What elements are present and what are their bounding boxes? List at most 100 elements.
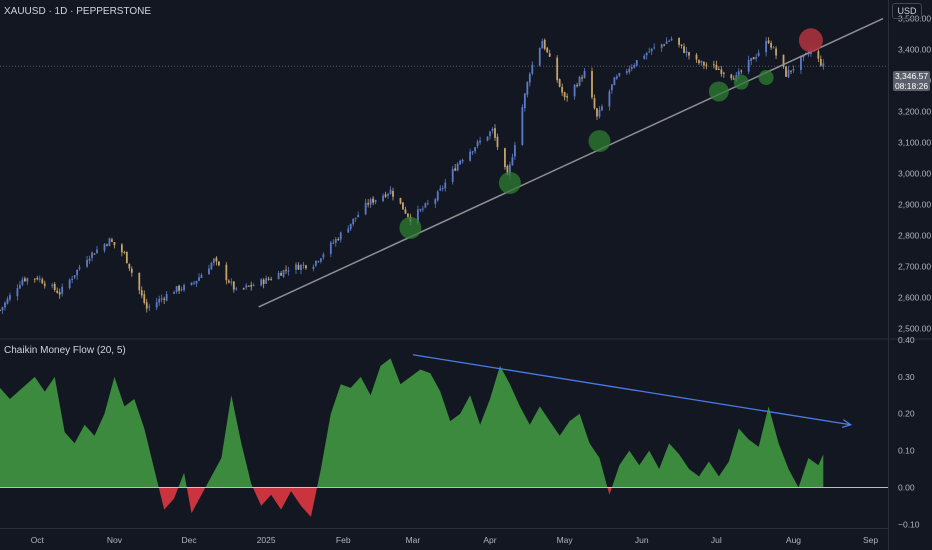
candle — [436, 190, 439, 202]
candle-body — [424, 203, 427, 208]
candle — [511, 153, 514, 166]
candle — [43, 280, 46, 289]
candle — [775, 46, 777, 60]
candle — [175, 285, 178, 294]
candle — [546, 46, 549, 53]
candle-body — [750, 57, 753, 62]
candle-body — [558, 79, 561, 87]
candle — [668, 39, 671, 43]
candle-body — [456, 163, 459, 171]
candle-body — [367, 203, 370, 205]
candle-body — [601, 106, 603, 111]
candle-body — [767, 40, 770, 44]
candle-body — [613, 77, 616, 86]
currency-button[interactable]: USD — [892, 3, 922, 19]
candle-body — [232, 281, 235, 290]
candle-body — [633, 64, 636, 68]
candle — [285, 265, 287, 274]
candle-body — [111, 239, 113, 242]
candle-body — [528, 73, 531, 83]
candle — [230, 278, 233, 286]
candle-body — [772, 47, 775, 49]
candle — [663, 43, 666, 47]
candle-body — [41, 279, 44, 284]
candle — [496, 133, 499, 151]
candle — [178, 284, 180, 294]
candle — [160, 294, 163, 303]
candle-body — [543, 39, 546, 49]
candle — [593, 94, 596, 110]
candle — [277, 270, 280, 280]
candle — [103, 242, 106, 253]
candle-body — [143, 294, 146, 303]
candle-body — [297, 264, 300, 270]
candle — [543, 38, 546, 51]
candle — [78, 264, 81, 271]
time-axis: Oct Nov Dec 2025 Feb Mar Apr May Jun Jul Aug Sep — [31, 535, 879, 545]
candle — [384, 191, 387, 198]
support-touch-marker — [498, 171, 521, 194]
support-touch-marker — [399, 216, 422, 239]
candle-body — [416, 209, 419, 223]
candle — [0, 309, 1, 312]
candle — [250, 281, 253, 291]
support-touches — [399, 70, 774, 239]
candle-body — [426, 203, 429, 205]
indicator-tick-label: 0.30 — [898, 372, 915, 382]
candle-body — [6, 298, 9, 304]
indicator-tick-label: −0.10 — [898, 519, 920, 529]
time-tick-label: Jun — [635, 535, 649, 545]
candle-body — [165, 293, 168, 301]
candle-body — [578, 76, 581, 86]
candle — [688, 51, 690, 60]
candle-body — [305, 265, 307, 269]
candle-body — [314, 260, 317, 266]
candle — [757, 49, 760, 58]
candle — [252, 283, 255, 287]
candle — [1, 306, 4, 314]
candle — [730, 73, 733, 81]
candle-body — [208, 268, 210, 275]
candle-body — [334, 239, 337, 243]
candle-body — [382, 195, 384, 202]
candle — [556, 55, 559, 83]
candle — [610, 84, 613, 94]
candle-body — [509, 164, 511, 176]
candle-body — [444, 182, 447, 189]
candle — [86, 256, 88, 268]
candle-body — [618, 73, 621, 76]
candle-body — [180, 289, 183, 291]
candle-body — [68, 279, 71, 289]
candle — [297, 262, 300, 270]
candle-body — [752, 57, 755, 60]
time-tick-label: Jul — [711, 535, 722, 545]
candle — [357, 211, 360, 218]
candle-body — [546, 47, 549, 53]
candle — [210, 261, 213, 271]
candle — [650, 48, 653, 56]
candle-body — [123, 251, 126, 253]
candle-body — [732, 78, 735, 80]
candle — [732, 75, 735, 80]
candle-body — [720, 69, 723, 74]
cmf-positive-area — [0, 358, 824, 488]
candle — [474, 146, 476, 154]
candle-body — [88, 258, 91, 261]
candle — [439, 185, 442, 192]
candle — [613, 76, 616, 86]
candle — [476, 139, 479, 149]
candle-body — [722, 72, 725, 74]
candle — [339, 231, 342, 243]
candle — [573, 84, 576, 100]
candle-body — [215, 257, 218, 262]
candle — [41, 277, 44, 284]
candle-body — [491, 128, 494, 131]
candle — [262, 278, 265, 289]
candle — [123, 250, 126, 255]
candle-body — [56, 290, 59, 293]
candle — [426, 199, 429, 206]
candle-body — [347, 228, 350, 233]
candle — [645, 51, 648, 60]
candle — [648, 47, 651, 53]
